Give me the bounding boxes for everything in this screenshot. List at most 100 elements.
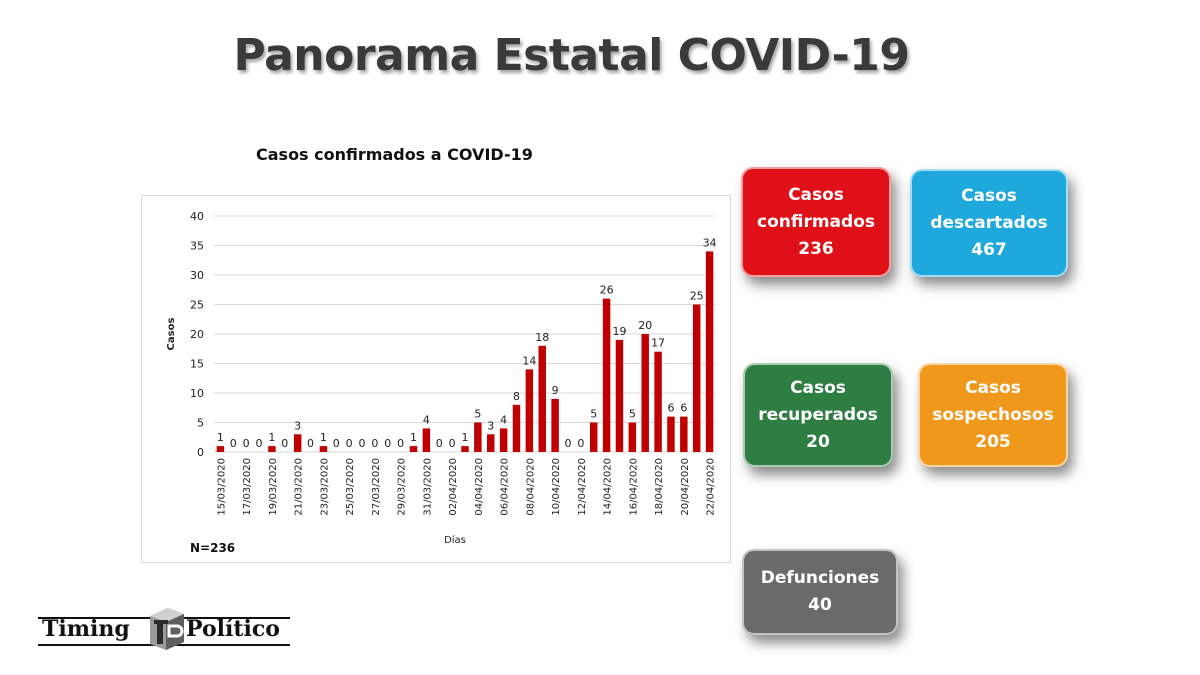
sample-size-note: N=236 bbox=[190, 541, 236, 555]
bar bbox=[293, 434, 302, 452]
bar bbox=[589, 422, 598, 452]
card-confirmed-line2: confirmados bbox=[757, 211, 875, 232]
bar bbox=[512, 404, 521, 452]
card-discarded-line1: Casos bbox=[961, 185, 1017, 206]
data-label: 0 bbox=[449, 437, 456, 450]
bar bbox=[667, 416, 675, 452]
page-title: Panorama Estatal COVID-19 bbox=[233, 30, 910, 81]
x-tick-label: 23/03/2020 bbox=[319, 458, 330, 516]
card-deaths: Defunciones 40 bbox=[742, 549, 898, 635]
x-tick-label: 17/03/2020 bbox=[242, 458, 253, 516]
timing-politico-logo: Timing Político bbox=[38, 606, 290, 652]
y-tick-label: 15 bbox=[190, 358, 204, 371]
x-tick-label: 29/03/2020 bbox=[397, 458, 408, 516]
y-tick-label: 0 bbox=[197, 446, 204, 459]
y-tick-label: 35 bbox=[190, 240, 204, 253]
y-tick-label: 30 bbox=[190, 269, 204, 282]
y-tick-label: 10 bbox=[190, 387, 204, 400]
data-label: 4 bbox=[423, 413, 430, 426]
data-label: 5 bbox=[629, 408, 636, 421]
y-tick-label: 40 bbox=[190, 210, 204, 223]
bar bbox=[680, 416, 688, 452]
x-tick-label: 10/04/2020 bbox=[551, 458, 562, 516]
card-suspected-value: 205 bbox=[975, 431, 1011, 452]
x-tick-label: 27/03/2020 bbox=[371, 458, 382, 516]
bar bbox=[499, 428, 508, 452]
chart-title: Casos confirmados a COVID-19 bbox=[256, 145, 533, 164]
y-tick-label: 5 bbox=[197, 417, 204, 430]
card-suspected-cases: Casos sospechosos 205 bbox=[918, 363, 1068, 467]
x-axis-title: Días bbox=[444, 534, 466, 546]
card-discarded-line2: descartados bbox=[930, 212, 1048, 233]
data-label: 3 bbox=[487, 419, 494, 432]
data-label: 3 bbox=[294, 419, 301, 432]
data-label: 1 bbox=[462, 431, 469, 444]
data-label: 0 bbox=[346, 437, 353, 450]
bar bbox=[461, 446, 469, 452]
data-label: 1 bbox=[268, 431, 275, 444]
y-tick-label: 20 bbox=[190, 328, 204, 341]
bar bbox=[602, 298, 611, 452]
chart-container: 0 5 10 15 20 25 30 35 40 1 15/03/2020 0 0 17/03/2020 0… bbox=[141, 195, 731, 563]
card-recovered-value: 20 bbox=[806, 431, 830, 452]
card-confirmed-line1: Casos bbox=[788, 184, 844, 205]
data-label: 6 bbox=[667, 402, 674, 415]
card-deaths-line1: Defunciones bbox=[760, 568, 880, 588]
card-suspected-line2: sospechosos bbox=[932, 404, 1054, 425]
card-discarded-value: 467 bbox=[971, 239, 1007, 260]
data-label: 1 bbox=[217, 431, 224, 444]
bar bbox=[628, 422, 637, 452]
x-tick-label: 20/04/2020 bbox=[680, 458, 691, 516]
y-axis-title: Casos bbox=[166, 318, 177, 351]
data-label: 14 bbox=[522, 354, 536, 367]
x-tick-label: 15/03/2020 bbox=[216, 458, 227, 516]
bar bbox=[422, 428, 431, 452]
data-label: 0 bbox=[577, 437, 584, 450]
bar bbox=[216, 446, 225, 452]
x-tick-label: 31/03/2020 bbox=[422, 458, 433, 516]
y-tick-label: 25 bbox=[190, 299, 204, 312]
bar bbox=[692, 304, 701, 452]
data-label: 4 bbox=[500, 413, 507, 426]
data-label: 25 bbox=[690, 290, 704, 303]
x-tick-label: 21/03/2020 bbox=[294, 458, 305, 516]
x-tick-label: 16/04/2020 bbox=[628, 458, 639, 516]
data-label: 20 bbox=[638, 319, 652, 332]
bar bbox=[654, 351, 662, 452]
card-discarded-cases: Casos descartados 467 bbox=[910, 169, 1068, 277]
data-label: 0 bbox=[384, 437, 391, 450]
bar bbox=[705, 251, 714, 452]
logo-word-timing: Timing bbox=[42, 616, 130, 642]
data-label: 1 bbox=[410, 431, 417, 444]
data-label: 18 bbox=[535, 331, 549, 344]
data-label: 5 bbox=[474, 408, 481, 421]
x-tick-label: 08/04/2020 bbox=[525, 458, 536, 516]
data-label: 6 bbox=[680, 402, 687, 415]
data-label: 0 bbox=[230, 437, 237, 450]
data-label: 0 bbox=[371, 437, 378, 450]
card-confirmed-value: 236 bbox=[798, 238, 834, 259]
bar bbox=[615, 339, 624, 452]
x-tick-label: 02/04/2020 bbox=[448, 458, 459, 516]
card-recovered-cases: Casos recuperados 20 bbox=[743, 363, 893, 467]
data-label: 0 bbox=[397, 437, 404, 450]
data-label: 19 bbox=[612, 325, 626, 338]
data-label: 34 bbox=[703, 236, 717, 249]
data-label: 17 bbox=[651, 337, 665, 350]
bar bbox=[409, 446, 418, 452]
bar bbox=[268, 446, 276, 452]
bar bbox=[551, 398, 559, 452]
x-tick-label: 19/03/2020 bbox=[268, 458, 279, 516]
data-label: 0 bbox=[281, 437, 288, 450]
x-tick-label: 12/04/2020 bbox=[577, 458, 588, 516]
data-label: 5 bbox=[590, 408, 597, 421]
bar bbox=[525, 369, 534, 452]
data-label: 0 bbox=[243, 437, 250, 450]
bar bbox=[474, 422, 482, 452]
card-recovered-line1: Casos bbox=[790, 377, 846, 398]
data-label: 0 bbox=[564, 437, 571, 450]
logo-word-politico: Político bbox=[186, 616, 280, 642]
x-tick-label: 22/04/2020 bbox=[706, 458, 717, 516]
card-suspected-line1: Casos bbox=[965, 377, 1021, 398]
